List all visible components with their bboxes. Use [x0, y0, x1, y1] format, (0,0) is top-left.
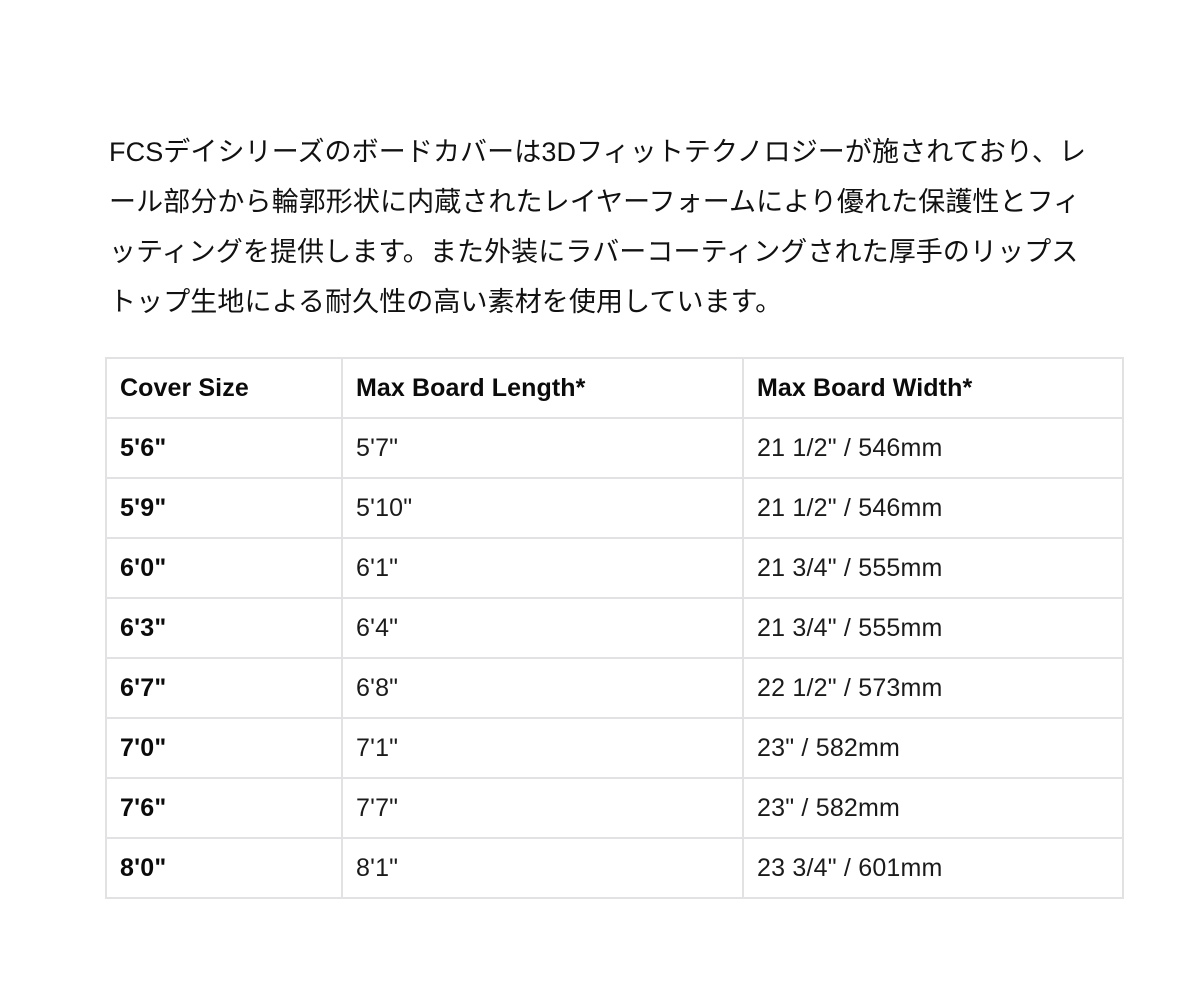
cell-max-board-length: 6'8" — [341, 657, 744, 719]
table-row: 5'9" 5'10" 21 1/2" / 546mm — [105, 477, 1124, 539]
cell-cover-size: 6'0" — [105, 537, 343, 599]
column-header-max-board-length: Max Board Length* — [341, 357, 744, 419]
size-chart-container: Cover Size Max Board Length* Max Board W… — [105, 357, 1124, 899]
cell-max-board-width: 22 1/2" / 573mm — [742, 657, 1124, 719]
cell-max-board-width: 23" / 582mm — [742, 717, 1124, 779]
cell-max-board-width: 23 3/4" / 601mm — [742, 837, 1124, 899]
cell-max-board-width: 21 3/4" / 555mm — [742, 537, 1124, 599]
cell-max-board-length: 7'7" — [341, 777, 744, 839]
cell-cover-size: 5'6" — [105, 417, 343, 479]
table-row: 6'0" 6'1" 21 3/4" / 555mm — [105, 537, 1124, 599]
table-row: 5'6" 5'7" 21 1/2" / 546mm — [105, 417, 1124, 479]
table-row: 7'0" 7'1" 23" / 582mm — [105, 717, 1124, 779]
cell-cover-size: 6'3" — [105, 597, 343, 659]
cell-cover-size: 7'6" — [105, 777, 343, 839]
table-row: 6'7" 6'8" 22 1/2" / 573mm — [105, 657, 1124, 719]
size-chart-body: 5'6" 5'7" 21 1/2" / 546mm 5'9" 5'10" 21 … — [105, 417, 1124, 899]
cell-max-board-length: 6'4" — [341, 597, 744, 659]
cell-max-board-length: 6'1" — [341, 537, 744, 599]
cell-cover-size: 8'0" — [105, 837, 343, 899]
cell-cover-size: 6'7" — [105, 657, 343, 719]
cell-max-board-length: 5'7" — [341, 417, 744, 479]
cell-max-board-length: 5'10" — [341, 477, 744, 539]
cell-max-board-width: 23" / 582mm — [742, 777, 1124, 839]
product-description-paragraph: FCSデイシリーズのボードカバーは3Dフィットテクノロジーが施されており、レール… — [109, 137, 1087, 317]
table-row: 7'6" 7'7" 23" / 582mm — [105, 777, 1124, 839]
size-chart-head: Cover Size Max Board Length* Max Board W… — [105, 357, 1124, 419]
cell-max-board-width: 21 1/2" / 546mm — [742, 417, 1124, 479]
cell-max-board-width: 21 3/4" / 555mm — [742, 597, 1124, 659]
cell-max-board-length: 8'1" — [341, 837, 744, 899]
column-header-cover-size: Cover Size — [105, 357, 343, 419]
table-row: 6'3" 6'4" 21 3/4" / 555mm — [105, 597, 1124, 659]
cell-max-board-width: 21 1/2" / 546mm — [742, 477, 1124, 539]
cell-cover-size: 5'9" — [105, 477, 343, 539]
cell-cover-size: 7'0" — [105, 717, 343, 779]
table-header-row: Cover Size Max Board Length* Max Board W… — [105, 357, 1124, 419]
column-header-max-board-width: Max Board Width* — [742, 357, 1124, 419]
size-chart-table: Cover Size Max Board Length* Max Board W… — [105, 357, 1124, 899]
table-row: 8'0" 8'1" 23 3/4" / 601mm — [105, 837, 1124, 899]
cell-max-board-length: 7'1" — [341, 717, 744, 779]
